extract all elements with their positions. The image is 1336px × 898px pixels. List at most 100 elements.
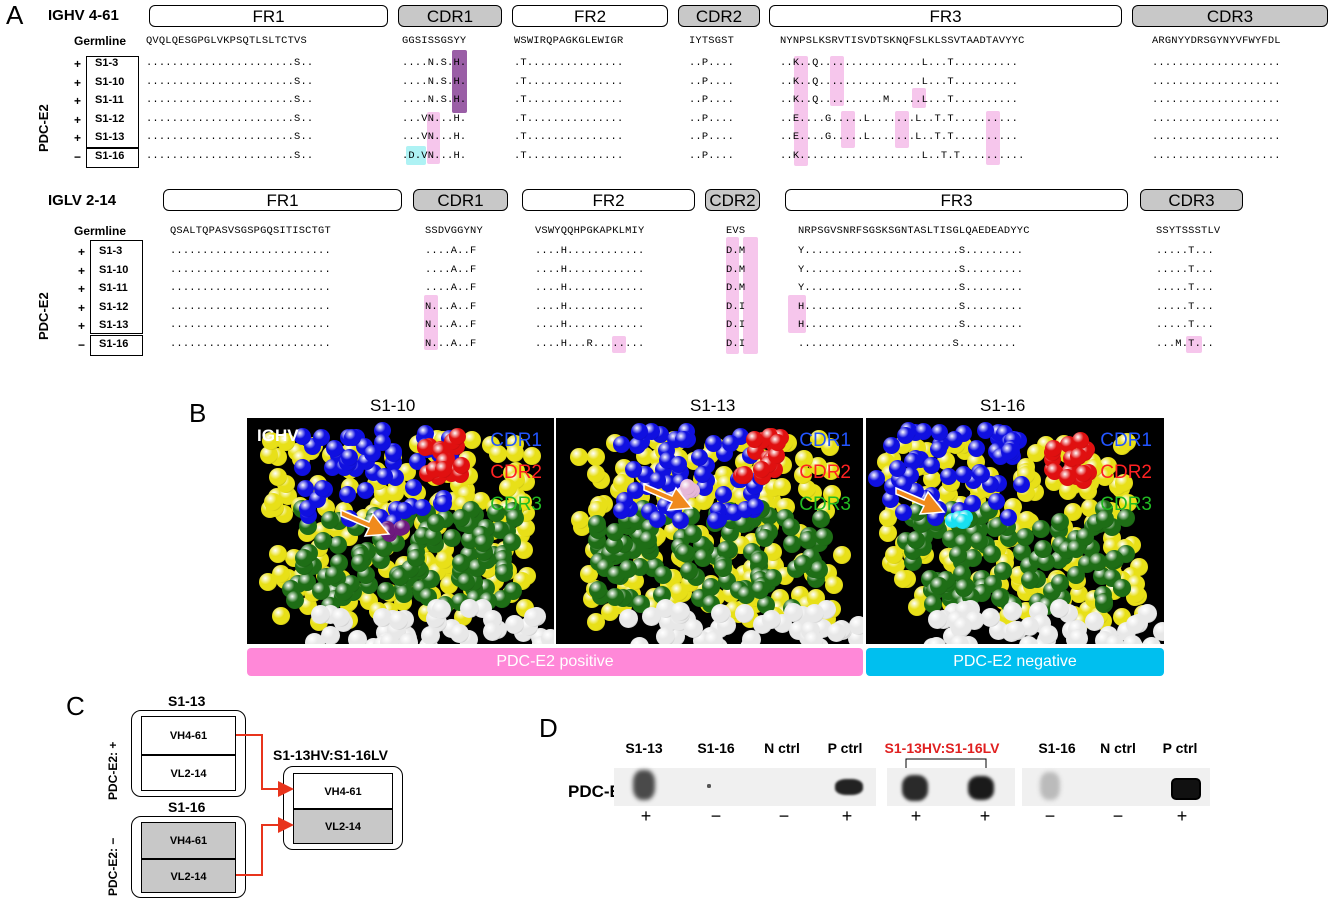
heavy-positive-box	[86, 56, 139, 148]
sphere-cdr3	[503, 532, 521, 551]
sphere-constant	[803, 630, 823, 644]
clone-sign: +	[78, 300, 86, 315]
sphere-cdr1	[915, 423, 933, 441]
sphere-constant	[629, 636, 649, 644]
heavy-group-label: PDC-E2	[36, 104, 51, 152]
clone-seq-fr2: .T...............	[514, 112, 624, 125]
sphere-constant	[704, 630, 724, 644]
sphere-cdr1	[939, 467, 957, 485]
sphere-constant	[953, 616, 973, 636]
sphere-cdr2	[746, 430, 764, 448]
structure-s1-10: CDR1 CDR2 CDR3 IGHV	[247, 418, 554, 644]
clone-seq-cdr2: D.I	[726, 300, 746, 313]
clone-seq-fr3: H........................S.........	[798, 319, 1024, 332]
clone-seq-cdr2: D.M	[726, 245, 746, 257]
sphere-framework	[1119, 493, 1138, 512]
clone-seq-fr2: ....H............	[535, 245, 645, 257]
sphere-cdr2	[416, 439, 434, 457]
clone-seq-cdr3: ....................	[1152, 94, 1281, 106]
sphere-cdr3	[351, 553, 370, 572]
sphere-cdr3	[314, 532, 333, 551]
sphere-cdr3	[298, 572, 317, 591]
clone-seq-cdr2: D.M	[726, 282, 746, 295]
sphere-cdr3	[952, 565, 971, 584]
sphere-cdr3	[1113, 579, 1132, 598]
chimera-arrows	[236, 734, 294, 876]
clone-seq-fr2: ....H............	[535, 282, 645, 295]
sphere-constant	[1122, 635, 1142, 644]
sphere-cdr1	[395, 501, 413, 519]
sphere-constant	[482, 622, 502, 642]
sphere-cdr3	[638, 531, 657, 550]
heavy-germline-fr2: WSWIRQPAGKGLEWIGR	[514, 35, 624, 47]
ighv-label: IGHV	[257, 426, 299, 445]
light-highlight-mi	[743, 237, 758, 354]
sphere-framework	[773, 477, 792, 496]
sphere-framework	[1058, 481, 1077, 500]
sphere-cdr1	[326, 440, 344, 458]
sphere-cdr1	[923, 456, 941, 474]
orange-arrow-icon	[895, 486, 946, 515]
sphere-framework	[586, 447, 605, 466]
heavy-germline-cdr2: IYTSGST	[689, 35, 735, 47]
clone-seq-cdr1: N...A..F	[425, 300, 477, 313]
heavy-region-cdr2: CDR2	[678, 5, 760, 27]
clone-sign: −	[78, 338, 86, 352]
sphere-constant	[504, 615, 524, 635]
sphere-constant	[347, 630, 367, 644]
sphere-cdr1	[313, 429, 331, 447]
heavy-region-cdr3: CDR3	[1132, 5, 1328, 27]
light-highlight-r	[612, 336, 626, 353]
sphere-cdr2	[449, 428, 467, 446]
sphere-cdr1	[344, 429, 362, 447]
sphere-framework	[820, 438, 839, 457]
sphere-framework	[489, 444, 508, 463]
clone-seq-fr1: .......................S..	[146, 149, 314, 162]
panel-label-a: A	[6, 0, 24, 30]
heavy-highlight-g	[841, 111, 855, 148]
light-germline-cdr3: SSYTSSSTLV	[1156, 225, 1221, 237]
sphere-framework	[570, 510, 589, 529]
sphere-cdr1	[721, 435, 739, 453]
legend-cdr3: CDR3	[799, 494, 851, 515]
clone-seq-cdr2: ..P....	[689, 149, 735, 162]
sphere-constant	[459, 598, 479, 618]
clone-seq-cdr2: ..P....	[689, 131, 735, 143]
clone-seq-fr3: ..E....G.....L.......L..T.T..........	[780, 131, 1019, 143]
sphere-cdr1	[930, 424, 948, 442]
result-6: +	[979, 806, 991, 826]
clone-sign: +	[78, 263, 86, 278]
sphere-cdr1	[357, 481, 375, 499]
sphere-cdr1	[613, 436, 630, 454]
sphere-cdr3	[605, 587, 624, 606]
sphere-cdr3	[924, 594, 943, 613]
clone-seq-fr2: .T...............	[514, 57, 624, 69]
sphere-framework	[569, 448, 588, 467]
sphere-cdr1	[954, 466, 972, 484]
sphere-cdr1	[715, 485, 733, 503]
clone-name: S1-16	[95, 149, 125, 162]
clone-name: S1-11	[95, 94, 124, 106]
sphere-cdr1	[674, 431, 692, 449]
sphere-cdr3	[427, 513, 445, 532]
sphere-mutation	[394, 519, 410, 535]
sphere-framework	[259, 572, 278, 591]
clone-name: S1-3	[99, 245, 123, 257]
sphere-cdr3	[906, 531, 925, 550]
sphere-cdr2	[767, 446, 785, 464]
sphere-cdr1	[707, 512, 725, 529]
clone-seq-fr3: Y........................S.........	[798, 245, 1024, 257]
sphere-cdr1	[895, 475, 913, 493]
sphere-constant	[421, 626, 441, 644]
sphere-constant	[734, 604, 754, 624]
chimera-result-vl: VL2-14	[293, 809, 393, 844]
sphere-cdr3	[587, 515, 606, 534]
light-region-fr1: FR1	[163, 189, 402, 211]
clone-name: S1-13	[99, 319, 129, 332]
sphere-cdr1	[613, 502, 631, 520]
clone-seq-fr1: .......................S..	[146, 75, 314, 88]
sphere-cdr3	[756, 529, 775, 548]
clone-seq-cdr2: D.I	[726, 338, 746, 350]
sphere-constant	[1125, 614, 1145, 634]
sphere-framework	[794, 466, 813, 485]
